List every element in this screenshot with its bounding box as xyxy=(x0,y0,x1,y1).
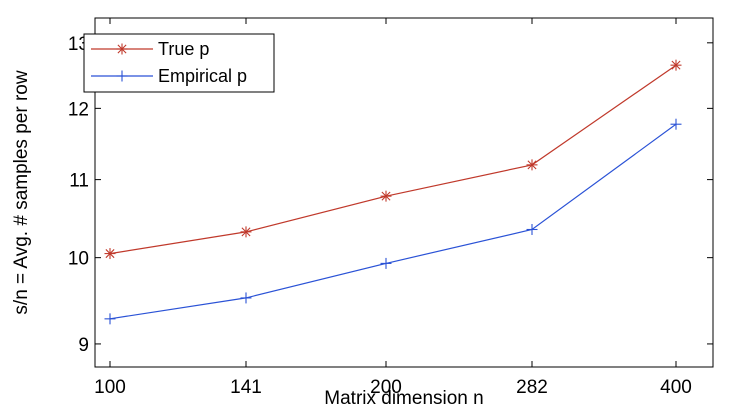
marker-stroke xyxy=(527,160,537,170)
y-tick-label: 9 xyxy=(78,335,89,356)
data-point xyxy=(526,223,538,235)
legend-entry: Empirical p xyxy=(91,66,247,86)
y-tick-label: 10 xyxy=(68,249,89,270)
x-tick-label: 400 xyxy=(660,377,692,398)
marker-stroke xyxy=(117,44,127,54)
x-tick-label: 282 xyxy=(516,377,548,398)
marker-stroke xyxy=(671,60,681,70)
marker-stroke xyxy=(105,249,115,259)
legend-entry: True p xyxy=(91,39,209,59)
x-tick-label: 100 xyxy=(94,377,126,398)
legend-label: True p xyxy=(158,39,209,59)
legend-marker xyxy=(116,43,128,55)
legend-marker xyxy=(116,70,128,82)
data-point xyxy=(670,118,682,130)
series-layer xyxy=(104,59,682,325)
y-tick-label: 12 xyxy=(68,99,89,120)
data-point xyxy=(240,226,252,238)
series-empirical-p xyxy=(104,118,682,325)
data-point xyxy=(526,159,538,171)
series-true-p xyxy=(104,59,682,260)
y-axis-label: s/n = Avg. # samples per row xyxy=(11,70,32,314)
y-tick-label: 11 xyxy=(69,171,89,192)
data-point xyxy=(240,292,252,304)
legend: True p Empirical p xyxy=(83,33,275,93)
x-axis-label: Matrix dimension n xyxy=(324,388,483,409)
data-point xyxy=(380,257,392,269)
legend-label: Empirical p xyxy=(158,66,247,86)
data-point xyxy=(380,190,392,202)
data-point xyxy=(104,313,116,325)
marker-stroke xyxy=(241,227,251,237)
x-tick-label: 141 xyxy=(230,377,262,398)
marker-stroke xyxy=(381,191,391,201)
data-point xyxy=(670,59,682,71)
data-point xyxy=(104,248,116,260)
x-tick-label: 200 xyxy=(370,377,402,398)
legend-box xyxy=(83,33,275,93)
